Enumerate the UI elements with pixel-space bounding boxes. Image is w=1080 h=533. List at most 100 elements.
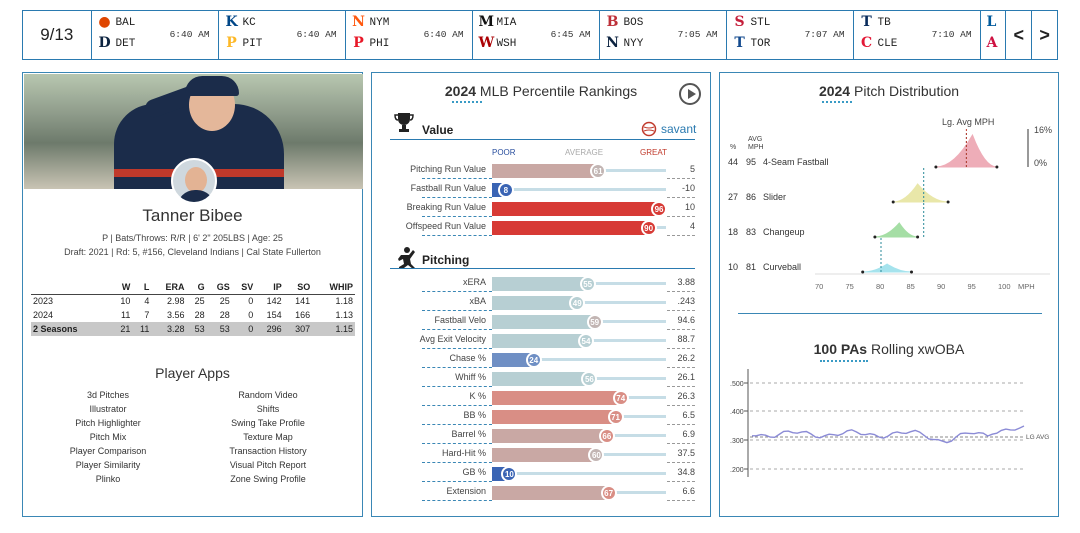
player-app-link[interactable]: Player Similarity <box>75 460 141 470</box>
x-tick: 95 <box>968 282 976 291</box>
percentile-badge: 71 <box>607 409 624 425</box>
stats-cell: 4 <box>144 296 150 307</box>
pitchdist-title: 2024 Pitch Distribution <box>818 83 960 99</box>
player-app-link[interactable]: Pitch Highlighter <box>75 418 141 428</box>
metric-value: 6.6 <box>682 486 695 496</box>
game-card[interactable]: K KC P PIT 6:40 AM <box>218 10 346 60</box>
metric-label: BB % <box>463 410 486 420</box>
percentile-bar <box>492 334 586 348</box>
play-icon[interactable] <box>679 83 701 105</box>
away-team-logo-icon: S <box>734 14 745 30</box>
mph-col-label: MPH <box>748 144 764 151</box>
y-tick: .200 <box>730 467 744 474</box>
player-app-link[interactable]: Plinko <box>95 474 121 484</box>
pitch-name: Slider <box>763 192 786 202</box>
stats-cell: 0 <box>248 310 254 320</box>
stats-cell: 10 <box>120 296 131 307</box>
stats-cell: 141 <box>295 296 311 307</box>
home-team: PHI <box>369 38 390 50</box>
player-app-link[interactable]: Random Video <box>238 390 298 400</box>
game-card[interactable]: ● BAL D DET 6:40 AM <box>91 10 219 60</box>
great-label: GREAT <box>640 148 667 157</box>
percentile-track <box>492 472 666 475</box>
player-app-link[interactable]: 3d Pitches <box>86 390 130 400</box>
stats-cell: 142 <box>266 296 282 307</box>
next-arrow-button[interactable]: > <box>1032 10 1059 60</box>
metric-value: 88.7 <box>677 334 695 344</box>
average-label: AVERAGE <box>565 148 604 157</box>
pitch-mph: 81 <box>746 262 756 272</box>
percentile-bar <box>492 448 597 462</box>
stats-cell: 2.98 <box>166 296 185 307</box>
player-draft: Draft: 2021 | Rd: 5, #156, Cleveland Ind… <box>64 247 321 257</box>
percentile-badge: 60 <box>588 447 605 463</box>
stats-row: 2 Seasons 21 11 3.28 53 53 0 296 307 1.15 <box>31 322 355 336</box>
player-app-link[interactable]: Illustrator <box>89 404 127 414</box>
schedule-date: 9/13 <box>22 10 92 60</box>
percentile-track <box>492 358 666 361</box>
player-app-link[interactable]: Transaction History <box>229 446 307 456</box>
home-team: TOR <box>750 38 771 50</box>
player-app-link[interactable]: Player Comparison <box>69 446 147 456</box>
player-app-link[interactable]: Zone Swing Profile <box>230 474 306 484</box>
metric-value: 34.8 <box>677 467 695 477</box>
x-tick: 100 <box>998 282 1011 291</box>
player-app-link[interactable]: Shifts <box>256 404 280 414</box>
poor-label: POOR <box>492 148 516 157</box>
percentile-bar <box>492 277 588 291</box>
home-team-logo-icon: P <box>226 35 237 51</box>
x-unit: MPH <box>1018 282 1035 291</box>
stats-cell: 53 <box>186 322 207 336</box>
pitch-name: Changeup <box>763 227 805 237</box>
percentile-badge: 8 <box>497 182 514 198</box>
player-card: Tanner Bibee P | Bats/Throws: R/R | 6' 2… <box>22 72 363 517</box>
percentile-bar <box>492 164 599 178</box>
game-card[interactable]: N NYM P PHI 6:40 AM <box>345 10 473 60</box>
player-name: Tanner Bibee <box>142 206 243 225</box>
game-card-partial[interactable]: L A <box>980 10 1007 60</box>
prev-arrow-button[interactable]: < <box>1006 10 1033 60</box>
player-bio: P | Bats/Throws: R/R | 6' 2" 205LBS | Ag… <box>102 233 283 243</box>
rolling-xwoba-chart: .500 .400 .300 .200 LG AVG <box>730 369 1049 477</box>
stats-header: W <box>121 281 131 292</box>
away-team: BOS <box>623 17 644 29</box>
percentile-bar <box>492 353 534 367</box>
stats-cell: 11 <box>132 322 152 336</box>
game-time: 7:07 AM <box>804 29 845 40</box>
stats-header <box>31 280 112 294</box>
player-app-link[interactable]: Pitch Mix <box>89 432 127 442</box>
pitch-distribution-chart: Lg. Avg MPH 16% 0% AVG% MPH 44 95 4-Seam Fastba… <box>728 117 1052 291</box>
game-card[interactable]: T TB C CLE 7:10 AM <box>853 10 981 60</box>
game-card[interactable]: B BOS N NYY 7:05 AM <box>599 10 727 60</box>
stats-cell: 25 <box>194 296 205 307</box>
percentile-bar <box>492 410 616 424</box>
metric-label: Extension <box>446 486 486 496</box>
x-tick: 70 <box>815 282 823 291</box>
away-team: TB <box>877 17 891 29</box>
team-logo-icon: L <box>986 14 997 30</box>
pitch-mph: 83 <box>746 227 756 237</box>
percentile-title: 2024 MLB Percentile Rankings <box>444 83 638 99</box>
player-app-link[interactable]: Texture Map <box>243 432 293 442</box>
metric-value: 3.88 <box>677 277 695 287</box>
stats-cell: 1.18 <box>335 296 353 307</box>
percentile-badge: 24 <box>525 352 542 368</box>
metric-value: 94.6 <box>677 315 695 325</box>
game-card[interactable]: S STL T TOR 7:07 AM <box>726 10 854 60</box>
savant-link[interactable]: savant <box>661 122 697 136</box>
stats-cell: 28 <box>219 310 230 320</box>
home-team: DET <box>115 38 136 50</box>
away-team-logo-icon: B <box>606 14 619 30</box>
pitch-pct: 18 <box>728 227 738 237</box>
pitch-density <box>874 222 918 238</box>
savant-logo-icon <box>641 121 657 137</box>
home-team: WSH <box>496 38 517 50</box>
player-app-link[interactable]: Swing Take Profile <box>231 418 305 428</box>
metric-value: -10 <box>681 183 695 193</box>
percentile-badge: 66 <box>598 428 615 444</box>
player-app-link[interactable]: Visual Pitch Report <box>229 460 307 470</box>
away-team-logo-icon: M <box>478 14 495 30</box>
pitching-section-title: Pitching <box>422 253 470 267</box>
metric-label: xERA <box>462 277 486 287</box>
game-card[interactable]: M MIA W WSH 6:45 AM <box>472 10 600 60</box>
